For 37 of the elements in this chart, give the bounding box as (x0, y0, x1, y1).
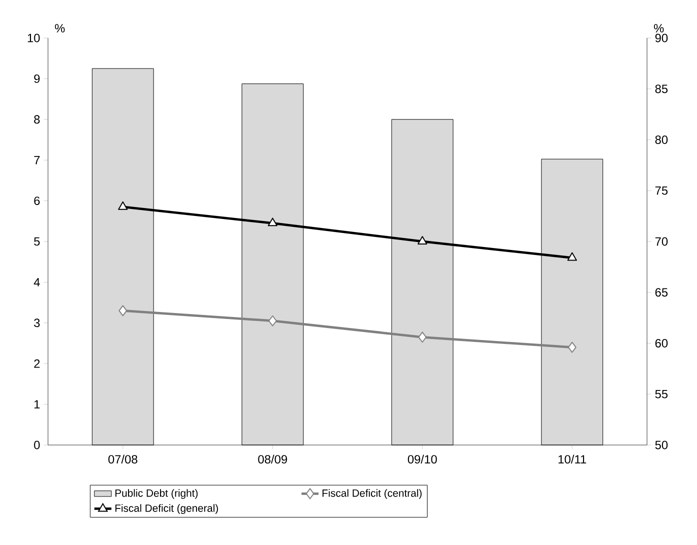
y-tick-label: 1 (34, 400, 40, 408)
point (268, 315, 277, 326)
y2-tick-label: 60 (655, 339, 668, 348)
y-tick-label: 8 (34, 115, 40, 124)
y2-tick-label: 80 (655, 136, 668, 144)
x-tick-label: 07/08 (108, 454, 138, 464)
point (567, 252, 577, 261)
y2-tick-label: 65 (655, 288, 668, 297)
y-tick-label: 3 (34, 318, 40, 328)
x-tick-label: 08/09 (258, 454, 288, 464)
point (568, 342, 576, 353)
y2-tick-label: 55 (655, 390, 668, 398)
y2-tick-label: 85 (655, 84, 668, 94)
point (118, 201, 128, 210)
y-tick-label: 4 (34, 278, 40, 286)
point (268, 218, 278, 226)
y2-tick-label: 90 (655, 34, 668, 42)
y-tick-label: 9 (34, 74, 40, 83)
y-tick-label: 5 (34, 237, 40, 246)
y-tick-label: 2 (34, 359, 40, 368)
x-tick-label: 10/11 (558, 454, 586, 464)
y2-tick-label: 75 (655, 186, 668, 195)
point (418, 236, 428, 244)
y-tick-label: 10 (28, 34, 40, 42)
y-tick-label: 7 (34, 156, 40, 164)
y-tick-label: 6 (34, 196, 40, 206)
x-tick-label: 09/10 (408, 454, 437, 464)
legend-label: Fiscal Deficit (central) (322, 489, 422, 499)
y-axis-title: % (54, 24, 65, 32)
y2-tick-label: 70 (655, 237, 668, 246)
point (418, 332, 427, 343)
y-tick-label: 0 (34, 440, 40, 450)
point (118, 305, 128, 316)
y2-axis-title: % (654, 24, 664, 32)
legend-label: Fiscal Deficit (general) (115, 504, 218, 514)
y2-tick-label: 50 (655, 440, 668, 450)
legend-label: Public Debt (right) (115, 489, 198, 499)
